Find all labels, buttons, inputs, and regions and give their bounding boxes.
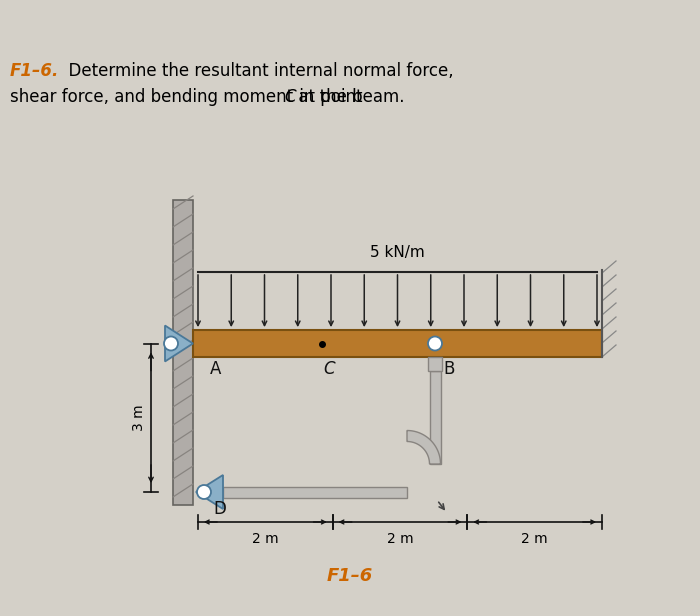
Polygon shape bbox=[196, 475, 223, 509]
Text: in the beam.: in the beam. bbox=[294, 88, 405, 106]
Text: A: A bbox=[210, 360, 221, 378]
Circle shape bbox=[197, 485, 211, 499]
Polygon shape bbox=[430, 371, 440, 464]
Text: F1–6: F1–6 bbox=[327, 567, 373, 585]
Text: B: B bbox=[443, 360, 454, 378]
Circle shape bbox=[428, 336, 442, 351]
Polygon shape bbox=[165, 325, 193, 362]
Text: D: D bbox=[213, 500, 226, 518]
Polygon shape bbox=[407, 431, 440, 464]
Text: 3 m: 3 m bbox=[132, 405, 146, 431]
Text: 2 m: 2 m bbox=[522, 532, 548, 546]
Text: shear force, and bending moment at point: shear force, and bending moment at point bbox=[10, 88, 368, 106]
Text: 2 m: 2 m bbox=[386, 532, 413, 546]
Text: Determine the resultant internal normal force,: Determine the resultant internal normal … bbox=[58, 62, 454, 80]
Text: 5 kN/m: 5 kN/m bbox=[370, 245, 425, 260]
Circle shape bbox=[164, 336, 178, 351]
Polygon shape bbox=[193, 330, 602, 357]
Text: 2 m: 2 m bbox=[252, 532, 279, 546]
Polygon shape bbox=[428, 357, 442, 371]
Text: C: C bbox=[323, 360, 335, 378]
Polygon shape bbox=[223, 487, 407, 498]
Text: F1–6.: F1–6. bbox=[10, 62, 60, 80]
Polygon shape bbox=[173, 200, 193, 505]
Text: C: C bbox=[284, 88, 295, 106]
